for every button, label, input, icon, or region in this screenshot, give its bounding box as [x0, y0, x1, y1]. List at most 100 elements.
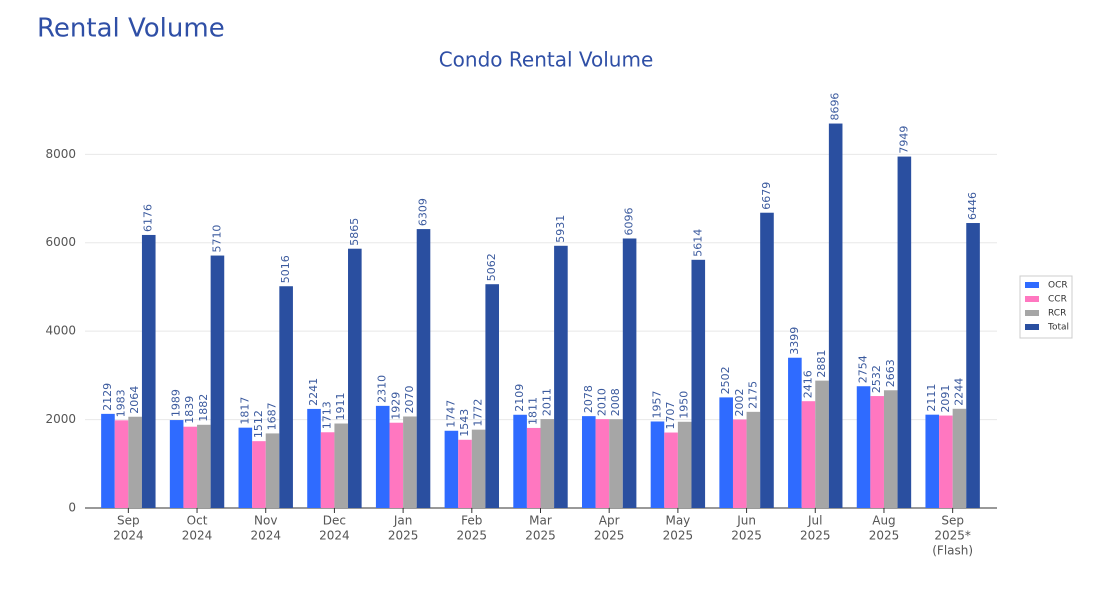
value-label: 2175: [746, 381, 759, 409]
bar: [732, 419, 747, 508]
bar: [403, 416, 417, 508]
bar: [101, 413, 115, 508]
x-tick-label: (Flash): [932, 544, 973, 558]
bar: [664, 432, 678, 508]
bar: [128, 416, 142, 508]
value-label: 2416: [801, 370, 814, 398]
bar: [307, 408, 321, 508]
x-tick-label: Nov: [254, 514, 277, 528]
y-tick-label: 4000: [45, 324, 76, 338]
bar: [883, 390, 898, 508]
bar: [691, 259, 706, 508]
x-tick-label: 2025: [869, 529, 900, 543]
bar: [513, 414, 527, 508]
value-label: 2078: [582, 385, 595, 413]
value-label: 2064: [128, 386, 141, 414]
bar: [197, 424, 211, 508]
value-label: 2532: [870, 365, 883, 393]
value-label: 6446: [966, 192, 979, 220]
bar: [389, 422, 404, 508]
bar: [348, 248, 362, 508]
bar: [320, 432, 335, 508]
value-label: 5931: [554, 215, 567, 243]
value-label: 2754: [857, 355, 870, 383]
bar: [966, 223, 980, 508]
bar: [416, 229, 431, 508]
bar: [788, 357, 802, 508]
x-tick-label: Feb: [461, 514, 482, 528]
bar: [485, 284, 500, 508]
bar: [265, 433, 280, 508]
bar: [939, 415, 953, 508]
x-tick-label: 2025: [663, 529, 694, 543]
legend-swatch: [1025, 310, 1039, 316]
bar: [760, 212, 774, 508]
bar: [444, 430, 459, 508]
value-label: 1983: [115, 389, 128, 417]
legend-swatch: [1025, 324, 1039, 330]
bar: [540, 419, 555, 508]
x-tick-label: 2025: [388, 529, 419, 543]
bar: [609, 419, 623, 508]
bar: [141, 234, 156, 508]
chart-title: Condo Rental Volume: [439, 48, 654, 72]
bar: [801, 401, 816, 508]
value-label: 1772: [472, 399, 485, 427]
value-label: 5865: [348, 218, 361, 246]
x-tick-label: Oct: [187, 514, 208, 528]
bar: [554, 245, 568, 509]
x-tick-label: 2025: [800, 529, 831, 543]
bar: [183, 426, 198, 508]
y-tick-label: 0: [68, 501, 76, 515]
value-label: 1707: [664, 402, 677, 430]
value-label: 1687: [266, 402, 279, 430]
x-tick-label: Jul: [807, 514, 822, 528]
bar: [650, 421, 665, 508]
bar: [746, 411, 761, 508]
y-tick-label: 6000: [45, 235, 76, 249]
value-label: 5062: [485, 253, 498, 281]
bar: [252, 441, 266, 508]
value-label: 1512: [252, 410, 265, 438]
bar: [952, 408, 967, 508]
legend-label: RCR: [1048, 309, 1066, 319]
value-label: 1811: [527, 397, 540, 425]
value-label: 1713: [321, 401, 334, 429]
x-tick-label: 2025: [594, 529, 625, 543]
value-label: 5710: [210, 225, 223, 253]
x-tick-label: Dec: [323, 514, 346, 528]
page-title: Rental Volume: [37, 14, 225, 44]
bar: [622, 238, 637, 509]
legend-label: Total: [1047, 323, 1069, 333]
value-label: 2310: [376, 375, 389, 403]
bar: [279, 286, 293, 508]
y-tick-label: 8000: [45, 147, 76, 161]
value-label: 1882: [197, 394, 210, 422]
x-tick-label: 2025: [457, 529, 488, 543]
value-label: 5016: [279, 255, 292, 283]
value-label: 2008: [609, 388, 622, 416]
x-tick-label: Jun: [736, 514, 756, 528]
value-label: 1817: [238, 397, 251, 425]
legend-label: OCR: [1048, 281, 1068, 291]
value-label: 2111: [925, 384, 938, 412]
legend-swatch: [1025, 296, 1039, 302]
bar: [925, 414, 940, 508]
value-label: 1929: [389, 392, 402, 420]
x-tick-label: 2024: [250, 529, 281, 543]
bar: [856, 386, 871, 508]
bar: [114, 420, 129, 508]
value-label: 8696: [829, 93, 842, 121]
bar: [897, 156, 912, 508]
bar: [719, 397, 733, 508]
value-label: 2109: [513, 384, 526, 412]
value-label: 1911: [334, 393, 347, 421]
legend-swatch: [1025, 282, 1039, 288]
value-label: 6096: [623, 207, 636, 235]
value-label: 2010: [595, 388, 608, 416]
x-tick-label: Sep: [941, 514, 964, 528]
bar: [677, 421, 692, 508]
bar: [238, 427, 253, 508]
value-label: 2241: [307, 378, 320, 406]
